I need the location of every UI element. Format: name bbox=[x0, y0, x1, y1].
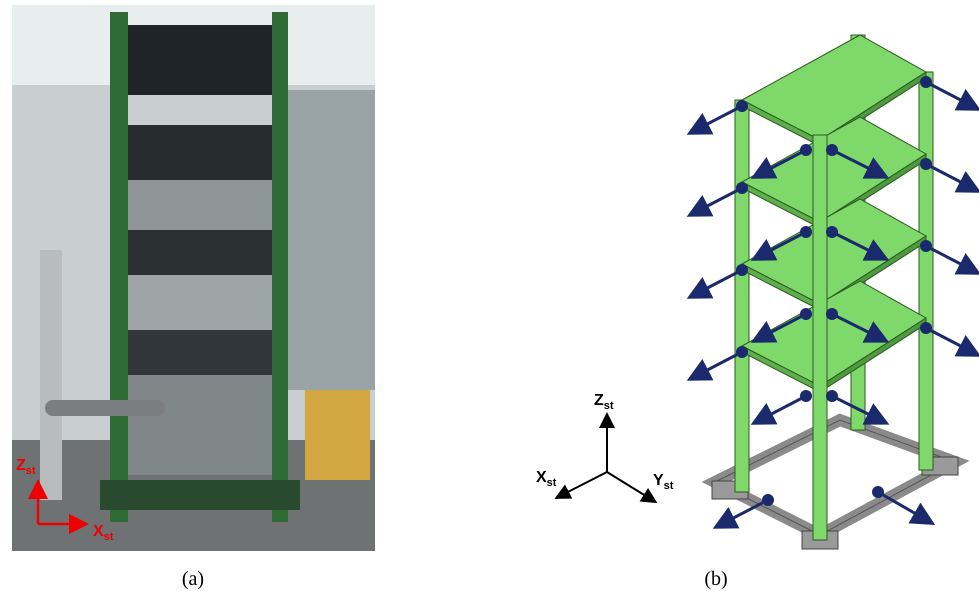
sensor bbox=[826, 144, 838, 156]
sensor bbox=[736, 346, 748, 358]
axis-label: Xst bbox=[536, 469, 557, 489]
axis-subscript: st bbox=[604, 400, 614, 412]
floor-mass bbox=[128, 330, 272, 375]
sensor bbox=[872, 486, 884, 498]
sensor bbox=[920, 76, 932, 88]
load-arrow bbox=[878, 492, 930, 522]
floor-mass bbox=[128, 230, 272, 275]
column bbox=[813, 135, 827, 540]
frame-bay bbox=[128, 375, 272, 475]
sensor bbox=[800, 308, 812, 320]
y-axis bbox=[607, 472, 654, 501]
axis-subscript: st bbox=[664, 480, 674, 492]
load-arrow bbox=[718, 500, 768, 526]
sensor bbox=[736, 182, 748, 194]
sensor bbox=[736, 264, 748, 276]
column bbox=[735, 100, 749, 492]
caption: (b) bbox=[704, 568, 727, 590]
sensor bbox=[800, 390, 812, 402]
sensor bbox=[920, 240, 932, 252]
axis-subscript: st bbox=[26, 465, 36, 477]
figure: Zst Xst (a) Zst Xst Yst (b) bbox=[0, 0, 979, 591]
floor-mass bbox=[128, 25, 272, 95]
scaffold bbox=[285, 90, 375, 390]
axis-subscript: st bbox=[104, 531, 114, 543]
photo bbox=[12, 5, 375, 551]
pillar bbox=[40, 250, 62, 500]
axis-label: Zst bbox=[594, 392, 614, 412]
axis-label: Yst bbox=[653, 472, 674, 492]
axis-letter: Z bbox=[16, 457, 26, 474]
load-arrow bbox=[756, 396, 806, 422]
axis-letter: X bbox=[536, 469, 547, 486]
tower-model bbox=[692, 35, 976, 549]
sensor bbox=[800, 226, 812, 238]
axis-letter: Z bbox=[594, 392, 604, 409]
axis-letter: Y bbox=[653, 472, 664, 489]
frame-bay bbox=[128, 275, 272, 330]
yellow-frame bbox=[305, 390, 370, 480]
sensor bbox=[826, 226, 838, 238]
sensor bbox=[826, 390, 838, 402]
sensor bbox=[762, 494, 774, 506]
actuator bbox=[45, 400, 165, 416]
sensor bbox=[920, 322, 932, 334]
axis-letter: X bbox=[93, 523, 104, 540]
sensor bbox=[736, 100, 748, 112]
floor-mass bbox=[128, 125, 272, 180]
sensor bbox=[920, 158, 932, 170]
sensor bbox=[826, 308, 838, 320]
axis-subscript: st bbox=[547, 477, 557, 489]
frame-bay bbox=[128, 180, 272, 230]
sensor bbox=[800, 144, 812, 156]
base-frame bbox=[100, 480, 300, 510]
column bbox=[272, 12, 288, 522]
column bbox=[110, 12, 128, 522]
floor-plate bbox=[742, 35, 926, 140]
column bbox=[919, 72, 933, 470]
x-axis bbox=[558, 472, 607, 497]
caption: (a) bbox=[182, 568, 204, 590]
